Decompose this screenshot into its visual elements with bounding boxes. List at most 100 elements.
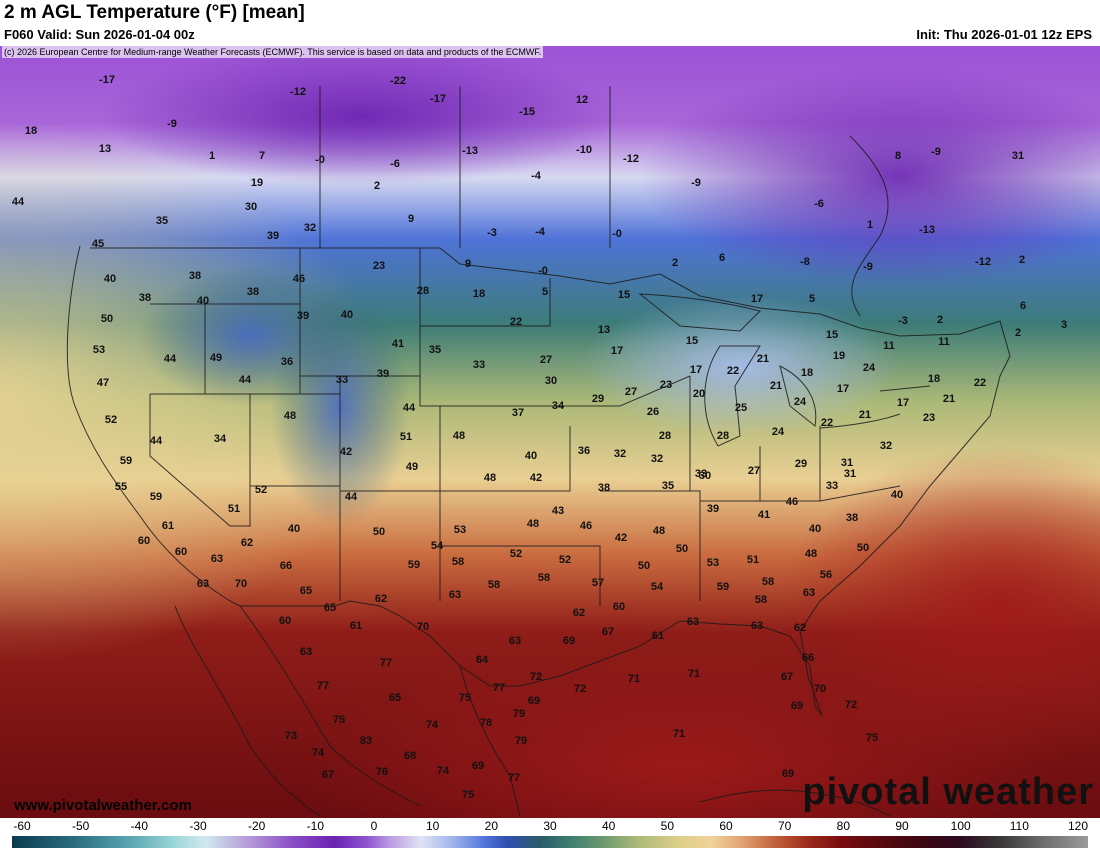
temperature-value-label: 27: [540, 354, 552, 366]
valid-time: F060 Valid: Sun 2026-01-04 00z: [4, 27, 195, 42]
copyright-notice: (c) 2026 European Centre for Medium-rang…: [2, 46, 544, 58]
temperature-value-label: 71: [673, 728, 685, 740]
colorbar-tick-label: -20: [247, 819, 266, 833]
temperature-value-label: 48: [527, 518, 539, 530]
temperature-value-label: 72: [574, 683, 586, 695]
temperature-value-label: 21: [770, 380, 782, 392]
temperature-value-label: -17: [430, 93, 446, 105]
temperature-value-label: 50: [373, 526, 385, 538]
temperature-value-label: 23: [660, 379, 672, 391]
colorbar: -60 -50 -40 -30 -20 -10 0 10 20 30 40 50 60 70 80 90 100…: [0, 818, 1100, 850]
temperature-value-label: -9: [691, 177, 701, 189]
brand-watermark: pivotal weather: [802, 771, 1094, 813]
temperature-value-label: 48: [484, 472, 496, 484]
temperature-value-label: 51: [400, 431, 412, 443]
temperature-value-label: 33: [336, 374, 348, 386]
temperature-value-label: 69: [782, 768, 794, 780]
temperature-value-label: 79: [515, 735, 527, 747]
temperature-value-label: 18: [801, 367, 813, 379]
temperature-value-label: 50: [857, 542, 869, 554]
temperature-value-label: 22: [821, 417, 833, 429]
temperature-value-label: 50: [101, 313, 113, 325]
prairie-cold-core: [100, 46, 620, 186]
temperature-value-label: 34: [214, 433, 227, 445]
temperature-value-label: 26: [647, 406, 659, 418]
temperature-value-label: 50: [638, 560, 650, 572]
temperature-value-label: -13: [462, 145, 478, 157]
temperature-value-label: 35: [429, 344, 441, 356]
site-url[interactable]: www.pivotalweather.com: [14, 797, 192, 814]
temperature-value-label: 56: [820, 569, 832, 581]
state-line-ar: [600, 490, 701, 601]
temperature-value-label: 30: [545, 375, 557, 387]
state-line-ok: [440, 545, 601, 606]
temperature-value-label: 41: [758, 509, 770, 521]
temperature-value-label: 58: [755, 594, 767, 606]
temperature-value-label: 63: [509, 635, 521, 647]
lake-michigan: [704, 345, 761, 447]
temperature-value-label: 42: [340, 446, 352, 458]
colorbar-tick-label: 40: [601, 819, 616, 833]
temperature-value-label: 46: [786, 496, 798, 508]
temperature-value-label: 37: [512, 407, 524, 419]
temperature-value-label: 38: [598, 482, 610, 494]
temperature-value-label: 17: [611, 345, 623, 357]
colorbar-tick-label: 60: [719, 819, 733, 833]
colorbar-tick-label: 80: [836, 819, 851, 833]
temperature-value-label: 48: [453, 430, 465, 442]
temperature-value-label: 53: [454, 524, 466, 536]
state-line-sd: [419, 326, 560, 407]
temperature-value-label: 60: [279, 615, 291, 627]
temperature-value-label: 48: [653, 525, 665, 537]
temperature-value-label: -9: [863, 261, 873, 273]
temperature-value-label: 62: [375, 593, 387, 605]
temperature-value-label: 19: [833, 350, 845, 362]
temperature-value-label: 66: [802, 652, 814, 664]
temperature-value-label: 44: [403, 402, 416, 414]
temperature-value-label: 13: [99, 143, 111, 155]
temperature-value-label: 70: [235, 578, 247, 590]
state-line-wy-co: [339, 376, 441, 492]
temperature-value-label: 33: [826, 480, 838, 492]
temperature-value-label: 19: [251, 177, 263, 189]
temperature-value-label: 65: [389, 692, 401, 704]
canada-cold-core: [640, 66, 1100, 286]
temperature-value-label: 67: [602, 626, 614, 638]
temperature-value-label: 44: [239, 374, 252, 386]
temperature-value-label: 38: [247, 286, 259, 298]
temperature-value-label: 38: [189, 270, 201, 282]
temperature-value-label: 52: [510, 548, 522, 560]
temperature-value-label: 51: [747, 554, 759, 566]
temperature-value-label: 9: [465, 258, 471, 270]
temperature-value-label: 33: [473, 359, 485, 371]
temperature-value-label: 44: [150, 435, 163, 447]
temperature-map[interactable]: -17 -12 -22 -17 12 -15 18 -9 13 1 7 -0 -6 -13 -10 -12 -4…: [0, 46, 1100, 818]
temperature-value-label: 58: [488, 579, 500, 591]
colorbar-tick-label: 110: [1009, 819, 1029, 833]
temperature-value-label: 15: [618, 289, 630, 301]
temperature-value-label: 63: [449, 589, 461, 601]
temperature-value-label: 61: [350, 620, 362, 632]
temperature-value-label: -4: [531, 170, 542, 182]
temperature-value-label: 29: [795, 458, 807, 470]
temperature-value-label: 62: [241, 537, 253, 549]
state-line-ks: [440, 426, 571, 492]
temperature-value-label: 6: [719, 252, 725, 264]
mexico-west-coast: [239, 605, 421, 807]
temperature-value-label: 55: [115, 481, 127, 493]
temperature-value-label: 35: [156, 215, 168, 227]
temperature-value-label: 77: [508, 772, 520, 784]
temperature-value-label: 63: [751, 620, 763, 632]
temperature-value-label: 42: [615, 532, 627, 544]
temperature-value-label: -9: [931, 146, 941, 158]
header: 2 m AGL Temperature (°F) [mean] F060 Val…: [0, 0, 1100, 46]
province-lines: [319, 86, 611, 248]
temperature-value-label: 29: [592, 393, 604, 405]
state-line-nd: [419, 248, 551, 327]
temperature-value-label: 61: [652, 630, 664, 642]
temperature-value-label: 48: [805, 548, 817, 560]
temperature-value-label: -3: [898, 315, 908, 327]
temperature-value-label: 77: [493, 682, 505, 694]
